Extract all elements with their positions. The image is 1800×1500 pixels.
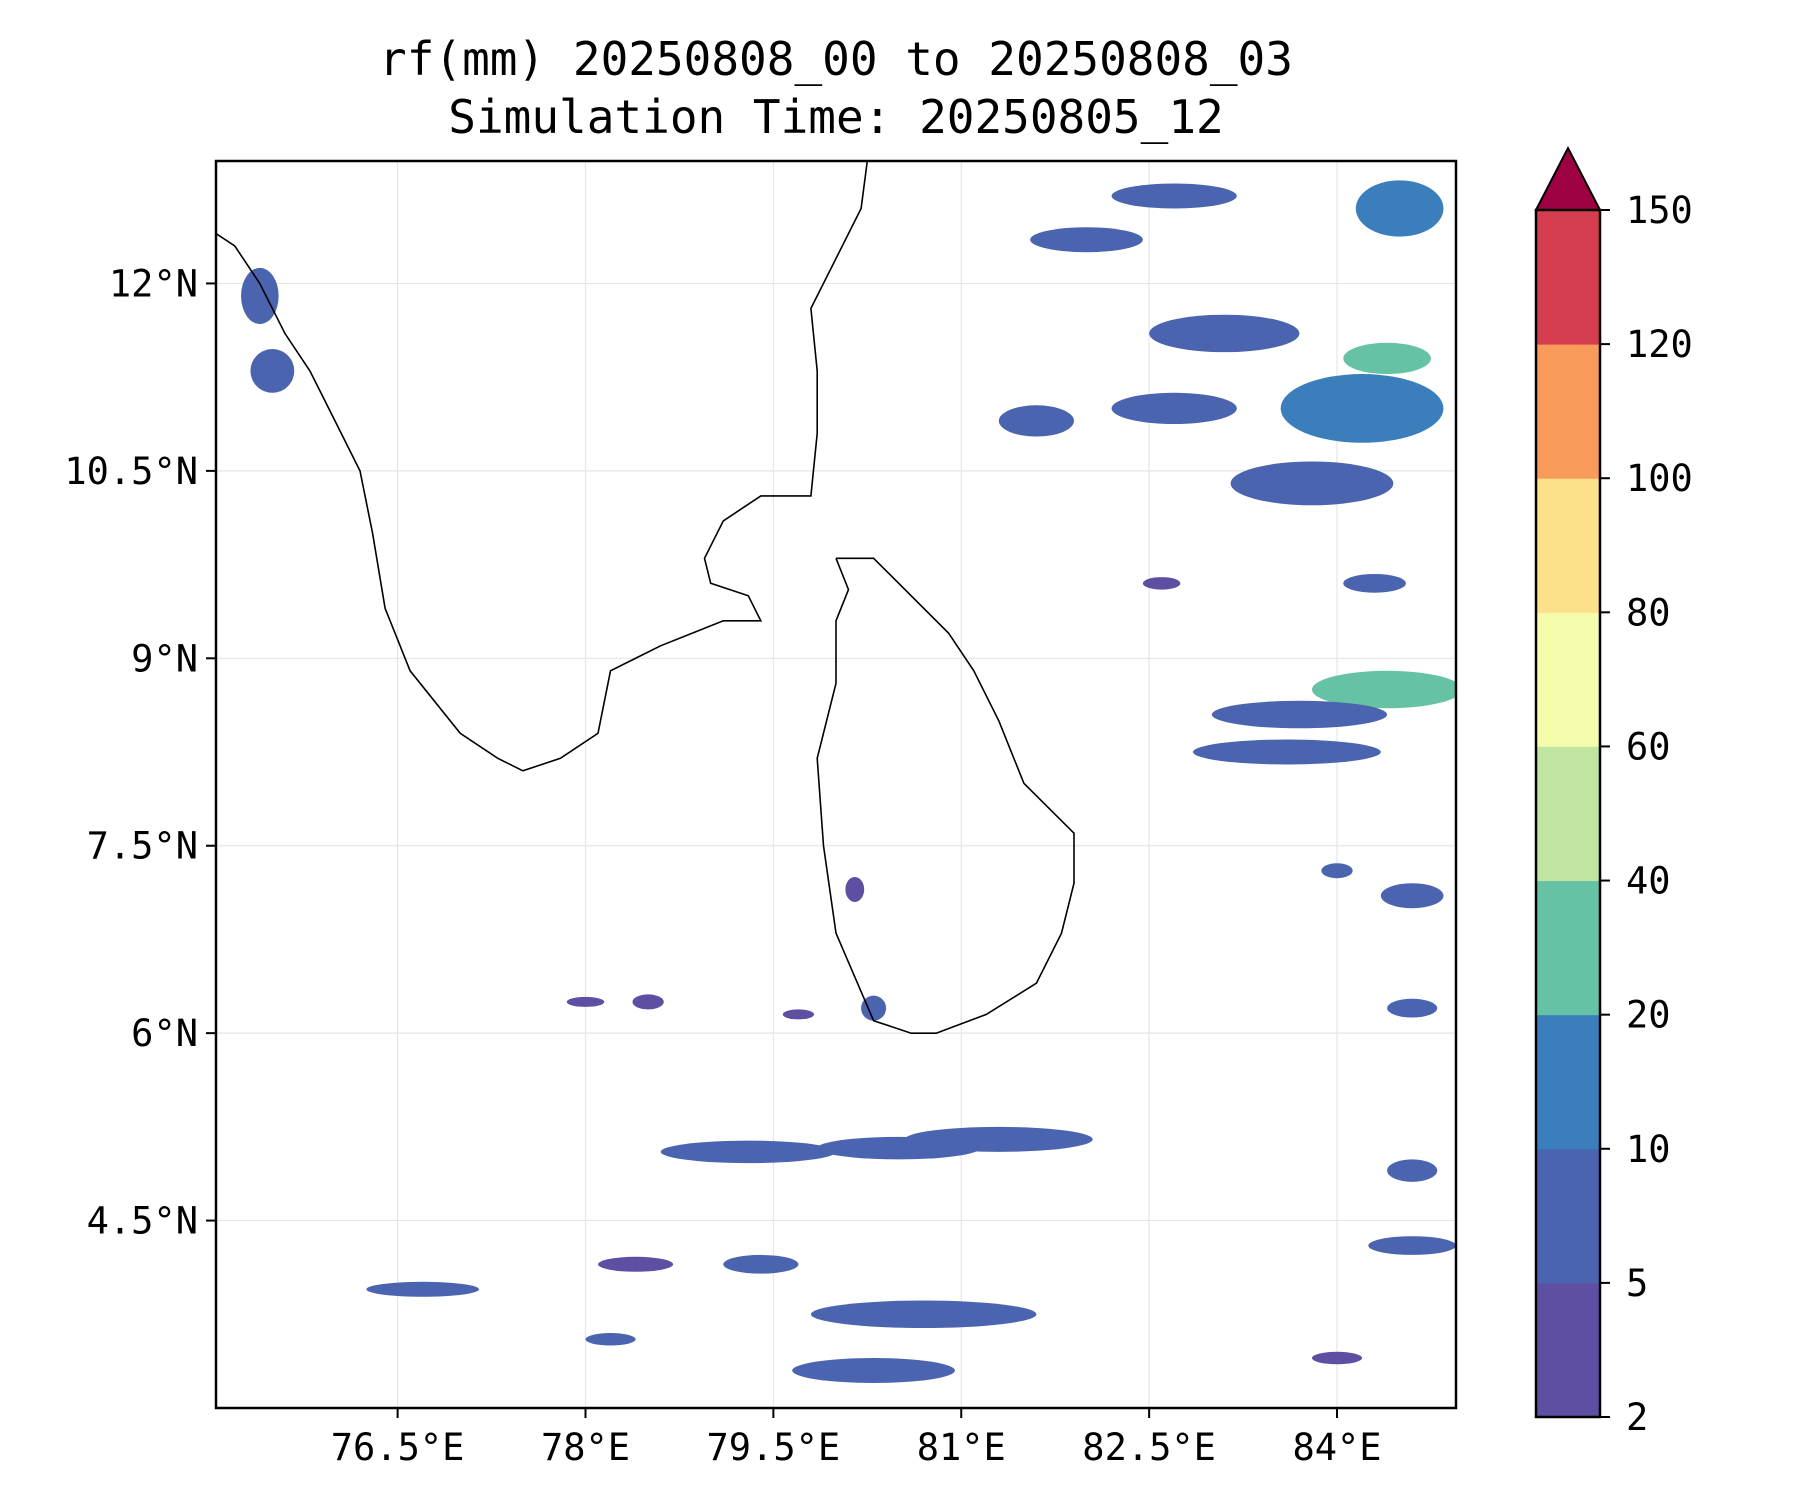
rain-cell — [1355, 180, 1444, 237]
rain-cell — [598, 1256, 674, 1272]
colorbar-segment — [1536, 1148, 1600, 1284]
rain-cell — [1343, 342, 1431, 375]
colorbar-tick-label: 80 — [1626, 591, 1671, 634]
rain-cell — [1368, 1236, 1456, 1255]
rain-cell — [585, 1333, 636, 1346]
rain-cell — [1149, 314, 1300, 353]
rain-cell — [723, 1254, 799, 1274]
rain-cell — [632, 994, 664, 1010]
colorbar-extend-arrow — [1534, 145, 1602, 211]
y-tick-label: 7.5°N — [87, 825, 198, 868]
rain-cell — [845, 876, 865, 902]
x-tick-label: 79.5°E — [707, 1426, 841, 1469]
rain-cell — [1311, 670, 1456, 709]
colorbar: 2 5 10 20 40 60 80 100 120 150 — [1534, 145, 1693, 1439]
colorbar-segment — [1536, 344, 1600, 479]
colorbar-tick-label: 60 — [1626, 725, 1671, 768]
rain-cell — [1030, 227, 1143, 253]
colorbar-tick-label: 40 — [1626, 860, 1671, 903]
rain-cell — [241, 267, 279, 325]
rain-cell — [1142, 577, 1181, 590]
colorbar-frame — [1534, 208, 1602, 1419]
colorbar-tick-label: 5 — [1626, 1262, 1648, 1305]
chart-subtitle: Simulation Time: 20250805_12 — [448, 90, 1224, 144]
rain-cell — [566, 996, 605, 1007]
colorbar-segment — [1536, 880, 1600, 1016]
rain-cell — [1311, 1351, 1363, 1365]
rain-cell — [1321, 863, 1353, 879]
colorbar-segment — [1536, 612, 1600, 747]
rain-cell — [250, 349, 295, 393]
colorbar-tick-label: 100 — [1626, 457, 1693, 500]
latitude-axis: 12°N 10.5°N 9°N 7.5°N 6°N 4.5°N — [64, 262, 216, 1243]
rain-cell — [1230, 461, 1394, 506]
colorbar-segment — [1536, 746, 1600, 882]
colorbar-tick-label: 20 — [1626, 994, 1671, 1037]
colorbar-segment — [1536, 1014, 1600, 1150]
rain-cell — [1211, 700, 1388, 729]
y-tick-label: 12°N — [109, 262, 198, 305]
x-tick-label: 84°E — [1292, 1426, 1381, 1469]
rain-cell — [1387, 998, 1438, 1018]
colorbar-tick-label: 2 — [1626, 1396, 1648, 1439]
rain-cell — [782, 1009, 815, 1020]
title-block: rf(mm) 20250808_00 to 20250808_03 Simula… — [216, 30, 1456, 146]
coastline — [216, 161, 1075, 1034]
x-tick-label: 81°E — [917, 1426, 1006, 1469]
rain-cell — [366, 1281, 480, 1297]
rain-cell — [1192, 739, 1381, 765]
y-tick-label: 10.5°N — [64, 450, 198, 493]
longitude-axis: 76.5°E 78°E 79.5°E 81°E 82.5°E 84°E — [331, 1408, 1382, 1469]
colorbar-segment — [1536, 478, 1600, 613]
rain-cell — [660, 1140, 836, 1164]
rain-cell — [861, 995, 887, 1021]
rainfall-field — [241, 180, 1456, 1384]
rain-cell — [1380, 883, 1444, 909]
rain-cell — [1111, 183, 1237, 209]
coastline-india — [216, 161, 869, 772]
chart-title: rf(mm) 20250808_00 to 20250808_03 — [379, 32, 1293, 86]
y-tick-label: 4.5°N — [87, 1200, 198, 1243]
colorbar-tick-label: 120 — [1626, 323, 1693, 366]
rain-cell — [1387, 1159, 1438, 1182]
colorbar-tick-label: 10 — [1626, 1128, 1671, 1171]
colorbar-segment — [1536, 1282, 1600, 1418]
rain-cell — [1280, 374, 1444, 443]
rain-cell — [810, 1300, 1037, 1329]
rain-cell — [1111, 392, 1237, 425]
y-tick-label: 9°N — [131, 637, 198, 680]
colorbar-tick-label: 150 — [1626, 189, 1693, 232]
y-tick-label: 6°N — [131, 1012, 198, 1055]
plot-frame — [214, 159, 1458, 1410]
rain-cell — [1343, 573, 1406, 593]
coastline-srilanka — [816, 557, 1075, 1034]
x-tick-label: 76.5°E — [331, 1426, 465, 1469]
x-tick-label: 82.5°E — [1082, 1426, 1216, 1469]
colorbar-segment — [1536, 210, 1600, 345]
rain-cell — [817, 1136, 981, 1160]
x-tick-label: 78°E — [541, 1426, 630, 1469]
rain-cell — [792, 1358, 955, 1384]
rain-cell — [998, 405, 1074, 437]
